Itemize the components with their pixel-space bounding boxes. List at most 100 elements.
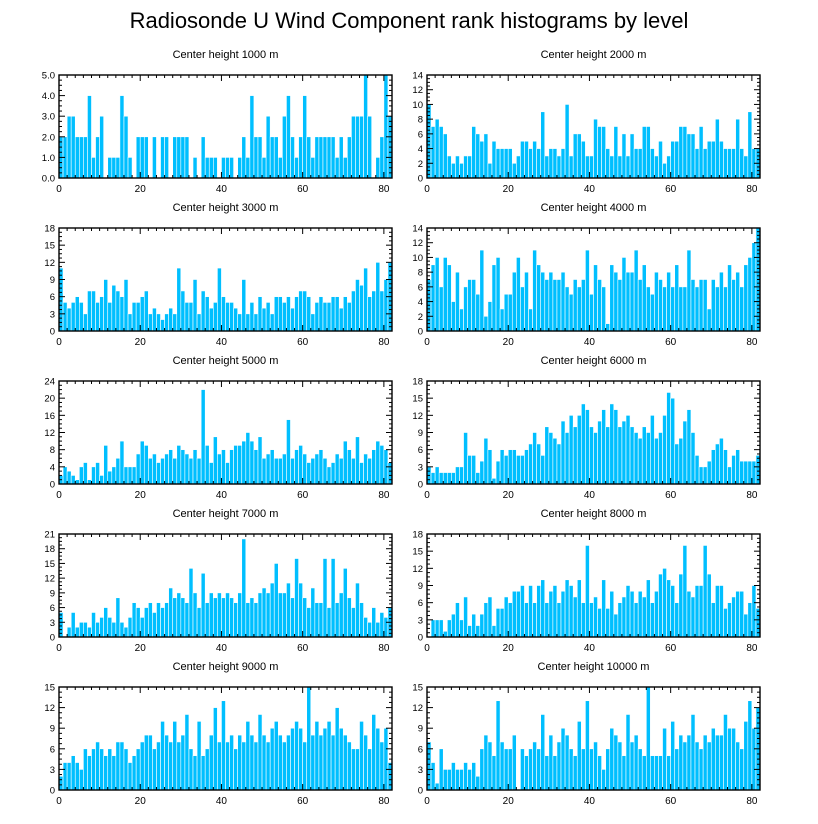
histogram-bar (731, 455, 736, 485)
histogram-bar (355, 582, 360, 638)
histogram-bar (438, 286, 444, 332)
histogram-bar (434, 257, 440, 332)
histogram-bar (455, 602, 460, 638)
histogram-bar (367, 748, 372, 791)
histogram-bar (127, 762, 133, 791)
histogram-bar (107, 302, 113, 332)
histogram-bar (536, 585, 542, 638)
histogram-bar (123, 626, 129, 638)
histogram-bar (383, 74, 389, 179)
histogram-bar (739, 748, 745, 791)
histogram-bar (516, 155, 521, 179)
histogram-bar (294, 558, 299, 638)
histogram-bar (375, 621, 381, 638)
histogram-bar (375, 262, 381, 332)
histogram-panel: Center height 2000 m 0 20 40 60 80 0 2 4 6 8 10 12 14 (412, 49, 761, 195)
histogram-bar (192, 279, 198, 332)
histogram-bar (371, 449, 377, 485)
histogram-bar (593, 741, 598, 791)
y-tick-label: 6 (418, 445, 423, 456)
histogram-bar (528, 308, 533, 332)
histogram-bar (204, 296, 210, 332)
histogram-bar (645, 286, 651, 332)
histogram-bar (637, 437, 643, 485)
histogram-bar (302, 95, 308, 179)
histogram-bar (544, 426, 550, 485)
histogram-bar (330, 136, 336, 179)
histogram-bar (188, 568, 194, 638)
histogram-bar (524, 449, 529, 485)
histogram-bar (483, 437, 489, 485)
histogram-bar (107, 617, 113, 638)
histogram-bar (245, 721, 251, 791)
histogram-bar (269, 313, 275, 332)
y-tick-label: 6 (50, 744, 55, 755)
histogram-bar (322, 727, 328, 791)
histogram-bar (95, 302, 100, 332)
histogram-bar (650, 415, 655, 485)
histogram-bar (605, 426, 611, 485)
x-tick-label: 40 (584, 490, 596, 501)
histogram-bar (715, 118, 720, 179)
histogram-bar (678, 734, 684, 791)
histogram-bar (467, 769, 472, 791)
histogram-bar (617, 279, 623, 332)
histogram-bar (217, 741, 222, 791)
histogram-bar (666, 579, 671, 638)
histogram-bar (180, 449, 186, 485)
y-tick-label: 10 (412, 253, 423, 264)
y-tick-label: 10 (412, 100, 423, 111)
histogram-bar (585, 700, 590, 791)
histogram-bar (491, 140, 497, 179)
histogram-bar (451, 301, 456, 332)
histogram-bar (552, 148, 558, 179)
y-tick-label: 9 (50, 724, 55, 735)
histogram-bar (625, 415, 631, 485)
histogram-bar (706, 308, 712, 332)
histogram-bar (487, 301, 493, 332)
panel-title: Center height 6000 m (541, 355, 647, 367)
panel-title: Center height 2000 m (541, 49, 647, 61)
histogram-bar (245, 313, 251, 332)
histogram-bar (447, 155, 452, 179)
histogram-bar (326, 466, 332, 485)
histogram-bar (723, 714, 728, 791)
histogram-bar (338, 136, 344, 179)
histogram-panel: Center height 4000 m 0 20 40 60 80 0 2 4 6 8 10 12 14 (412, 202, 761, 348)
histogram-bar (540, 455, 546, 485)
histogram-bar (200, 572, 206, 638)
histogram-bar (532, 249, 537, 332)
histogram-bar (495, 608, 501, 638)
histogram-bar (277, 457, 283, 485)
histogram-bar (379, 612, 385, 638)
histogram-bar (731, 596, 736, 638)
histogram-bar (581, 403, 586, 485)
histogram-bar (66, 470, 72, 485)
histogram-bar (91, 612, 96, 638)
histogram-bar (103, 755, 109, 791)
y-tick-label: 15 (412, 683, 423, 694)
histogram-bar (111, 157, 117, 179)
histogram-bar (237, 734, 243, 791)
histogram-bar (678, 126, 684, 179)
histogram-bar (568, 748, 574, 791)
histogram-bar (747, 111, 753, 179)
histogram-bar (241, 440, 247, 485)
histogram-bar (463, 432, 468, 485)
histogram-bar (682, 286, 688, 332)
histogram-bar (257, 136, 263, 179)
y-tick-label: 5.0 (42, 71, 55, 82)
histogram-bar (160, 319, 165, 332)
histogram-bar (139, 617, 145, 638)
histogram-bar (528, 148, 533, 179)
histogram-bar (503, 148, 509, 179)
histogram-bar (589, 748, 594, 791)
histogram-bar (633, 249, 639, 332)
histogram-bar (670, 140, 676, 179)
histogram-bar (621, 133, 627, 179)
histogram-bar (637, 148, 643, 179)
histogram-bar (351, 115, 356, 179)
histogram-bar (702, 545, 708, 638)
histogram-bar (294, 449, 299, 485)
histogram-bar (286, 734, 291, 791)
